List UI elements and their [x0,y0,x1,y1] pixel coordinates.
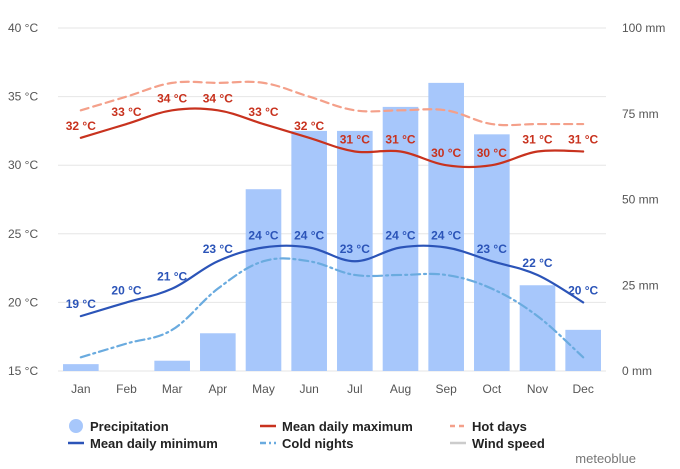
label-mean-daily-minimum-nov: 22 °C [522,256,552,270]
precip-bar-apr [200,333,236,371]
right-tick-3: 75 mm [622,107,659,121]
x-tick-mar: Mar [162,382,183,396]
legend-item-precipitation: Precipitation [69,419,169,434]
label-mean-daily-minimum-oct: 23 °C [477,242,507,256]
label-mean-daily-minimum-mar: 21 °C [157,270,187,284]
legend-item-cold-nights: Cold nights [260,436,354,451]
left-tick-4: 35 °C [8,90,38,104]
right-tick-0: 0 mm [622,364,652,378]
left-axis-ticks: 15 °C 20 °C 25 °C 30 °C 35 °C 40 °C [8,21,38,378]
brand-label: meteoblue [575,451,636,466]
label-mean-daily-maximum-apr: 34 °C [203,91,233,105]
label-mean-daily-maximum-jul: 31 °C [340,132,370,146]
legend-label-wind-speed: Wind speed [472,436,545,451]
left-tick-2: 25 °C [8,227,38,241]
label-mean-daily-minimum-dec: 20 °C [568,283,598,297]
x-tick-dec: Dec [572,382,593,396]
precip-bar-jul [337,130,373,371]
precip-bar-may [245,189,282,371]
x-axis-ticks: Jan Feb Mar Apr May Jun Jul Aug Sep Oct Nov Dec [71,382,594,396]
x-tick-apr: Apr [208,382,227,396]
x-tick-jun: Jun [299,382,318,396]
legend-label-mean-daily-minimum: Mean daily minimum [90,436,218,451]
label-mean-daily-maximum-jan: 32 °C [66,119,96,133]
legend-item-mean-daily-maximum: Mean daily maximum [260,419,413,434]
x-tick-jul: Jul [347,382,362,396]
temperature-lines [79,80,585,359]
label-mean-daily-minimum-feb: 20 °C [111,283,141,297]
label-mean-daily-maximum-mar: 34 °C [157,91,187,105]
precip-bar-nov [519,285,556,371]
line-mean-daily-minimum [79,244,585,318]
label-mean-daily-minimum-jun: 24 °C [294,229,324,243]
x-tick-oct: Oct [482,382,501,396]
legend-label-cold-nights: Cold nights [282,436,354,451]
legend-item-wind-speed: Wind speed [450,436,545,451]
label-mean-daily-maximum-feb: 33 °C [111,105,141,119]
legend-marker-precipitation [69,419,83,433]
legend-label-hot-days: Hot days [472,419,527,434]
label-mean-daily-minimum-jul: 23 °C [340,242,370,256]
right-tick-2: 50 mm [622,193,659,207]
x-tick-aug: Aug [390,382,411,396]
label-mean-daily-maximum-nov: 31 °C [522,132,552,146]
right-tick-1: 25 mm [622,278,659,292]
label-mean-daily-maximum-oct: 30 °C [477,146,507,160]
precip-bar-mar [154,360,190,371]
label-mean-daily-maximum-jun: 32 °C [294,119,324,133]
right-axis-ticks: 0 mm 25 mm 50 mm 75 mm 100 mm [622,21,665,378]
line-mean-daily-maximum [79,107,585,169]
left-tick-3: 30 °C [8,158,38,172]
data-labels: 32 °C 33 °C 34 °C 34 °C 33 °C 32 °C 31 °C 31 °C… [66,91,599,311]
precipitation-bars [63,82,601,371]
x-tick-jan: Jan [71,382,90,396]
label-mean-daily-minimum-may: 24 °C [248,229,278,243]
label-mean-daily-minimum-jan: 19 °C [66,297,96,311]
label-mean-daily-maximum-sep: 30 °C [431,146,461,160]
label-mean-daily-maximum-may: 33 °C [248,105,278,119]
label-mean-daily-minimum-aug: 24 °C [385,229,415,243]
left-tick-5: 40 °C [8,21,38,35]
x-tick-sep: Sep [435,382,457,396]
x-tick-may: May [252,382,275,396]
label-mean-daily-minimum-sep: 24 °C [431,229,461,243]
precip-bar-jan [63,364,99,371]
legend: Precipitation Mean daily maximum Hot days M… [68,419,545,451]
x-tick-nov: Nov [527,382,548,396]
left-tick-0: 15 °C [8,364,38,378]
line-hot-days [79,80,585,127]
legend-item-hot-days: Hot days [450,419,527,434]
precip-bar-dec [565,329,601,371]
precip-bar-oct [474,134,510,371]
left-tick-1: 20 °C [8,295,38,309]
label-mean-daily-maximum-aug: 31 °C [385,132,415,146]
label-mean-daily-maximum-dec: 31 °C [568,132,598,146]
right-tick-4: 100 mm [622,21,665,35]
legend-item-mean-daily-minimum: Mean daily minimum [68,436,218,451]
grid-lines [58,27,606,372]
precip-bar-sep [428,82,464,371]
line-cold-nights [79,257,585,359]
x-tick-feb: Feb [116,382,137,396]
legend-label-mean-daily-maximum: Mean daily maximum [282,419,413,434]
legend-label-precipitation: Precipitation [90,419,169,434]
label-mean-daily-minimum-apr: 23 °C [203,242,233,256]
